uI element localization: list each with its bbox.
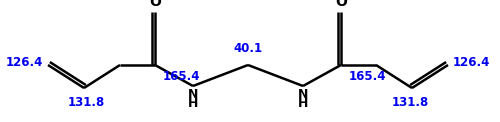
Text: N: N <box>188 88 198 101</box>
Text: H: H <box>188 97 198 110</box>
Text: 131.8: 131.8 <box>392 96 428 109</box>
Text: 126.4: 126.4 <box>6 56 43 70</box>
Text: H: H <box>298 97 308 110</box>
Text: 165.4: 165.4 <box>349 70 387 83</box>
Text: 126.4: 126.4 <box>453 56 490 70</box>
Text: O: O <box>149 0 161 9</box>
Text: 40.1: 40.1 <box>234 42 262 55</box>
Text: 165.4: 165.4 <box>163 70 200 83</box>
Text: 131.8: 131.8 <box>68 96 104 109</box>
Text: O: O <box>335 0 347 9</box>
Text: N: N <box>298 88 308 101</box>
